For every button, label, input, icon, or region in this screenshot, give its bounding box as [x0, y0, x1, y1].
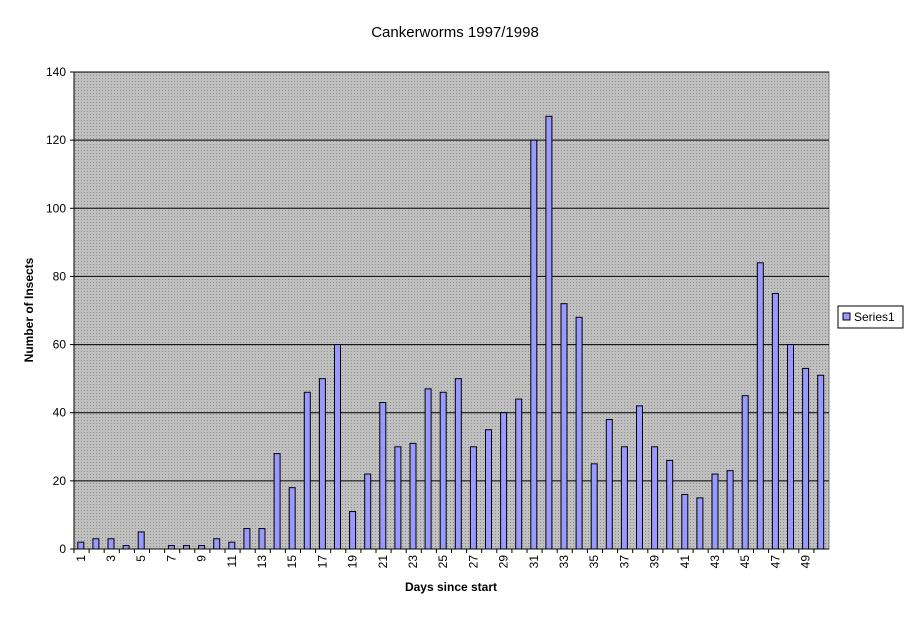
x-tick-label: 49 — [799, 555, 813, 569]
y-tick-label: 80 — [53, 269, 67, 283]
bar — [530, 139, 538, 550]
bar — [711, 473, 719, 550]
x-tick-label: 33 — [557, 555, 571, 569]
bar — [575, 316, 583, 550]
x-tick-label: 47 — [768, 555, 782, 569]
bar — [92, 538, 100, 550]
x-tick-label: 11 — [225, 555, 239, 568]
x-tick-label: 29 — [497, 555, 511, 569]
y-tick-label: 60 — [53, 338, 67, 352]
bar — [651, 446, 659, 550]
x-tick-label: 13 — [255, 555, 269, 569]
bar — [560, 303, 568, 550]
bar — [258, 528, 266, 550]
bar — [726, 470, 734, 550]
x-tick-label: 21 — [376, 555, 390, 569]
bar — [469, 446, 477, 550]
y-tick-label: 0 — [59, 542, 66, 556]
y-tick-label: 40 — [53, 406, 67, 420]
bar — [288, 487, 296, 550]
bar — [333, 344, 341, 550]
x-tick-label: 7 — [164, 555, 178, 562]
bar — [666, 459, 674, 550]
x-tick-label: 39 — [648, 555, 662, 569]
bar — [545, 115, 553, 550]
chart-title: Cankerworms 1997/1998 — [371, 24, 539, 41]
y-axis-label: Number of Insects — [22, 257, 36, 362]
legend-label: Series1 — [854, 310, 895, 324]
y-tick-label: 100 — [46, 201, 66, 215]
bar — [756, 262, 764, 550]
x-tick-label: 1 — [74, 555, 88, 562]
bar — [786, 344, 794, 550]
bar — [439, 391, 447, 550]
bar — [77, 541, 85, 550]
y-tick-label: 120 — [46, 133, 66, 147]
bar — [394, 446, 402, 550]
bar — [364, 473, 372, 550]
bar — [484, 429, 492, 550]
bar — [228, 541, 236, 550]
bar — [409, 442, 417, 550]
x-tick-label: 23 — [406, 555, 420, 569]
plot-area — [73, 71, 830, 550]
bar — [273, 453, 281, 550]
bar — [802, 367, 810, 550]
bar — [182, 545, 190, 550]
bar — [349, 511, 357, 550]
bar — [379, 401, 387, 550]
x-tick-label: 45 — [738, 555, 752, 569]
bar — [198, 545, 206, 550]
bar — [303, 391, 311, 550]
bar — [122, 545, 130, 550]
bar — [696, 497, 704, 550]
y-tick-label: 140 — [46, 65, 66, 79]
bar — [590, 463, 598, 550]
bar — [817, 374, 825, 550]
x-tick-label: 43 — [708, 555, 722, 569]
bar — [213, 538, 221, 550]
x-tick-label: 9 — [195, 555, 209, 562]
x-tick-label: 41 — [678, 555, 692, 569]
x-tick-label: 37 — [617, 555, 631, 569]
x-tick-label: 35 — [587, 555, 601, 569]
y-tick-label: 20 — [53, 474, 67, 488]
x-tick-label: 25 — [436, 555, 450, 569]
x-tick-label: 3 — [104, 555, 118, 562]
bar — [681, 493, 689, 550]
x-tick-label: 19 — [346, 555, 360, 569]
bar — [771, 292, 779, 550]
bar — [137, 531, 145, 550]
x-tick-label: 17 — [315, 555, 329, 569]
legend — [837, 305, 904, 329]
bar — [620, 446, 628, 550]
bar — [515, 398, 523, 550]
bar — [454, 378, 462, 550]
bar — [243, 528, 251, 550]
bar — [500, 412, 508, 550]
x-tick-label: 31 — [527, 555, 541, 569]
bar — [605, 419, 613, 550]
bar — [741, 395, 749, 550]
bar — [635, 405, 643, 550]
bar — [107, 538, 115, 550]
x-axis-label: Days since start — [405, 580, 497, 594]
bar — [318, 378, 326, 550]
x-tick-label: 15 — [285, 555, 299, 569]
x-tick-label: 27 — [466, 555, 480, 569]
x-tick-label: 5 — [134, 555, 148, 562]
legend-swatch — [842, 312, 851, 321]
bar — [167, 545, 175, 550]
bar — [424, 388, 432, 550]
